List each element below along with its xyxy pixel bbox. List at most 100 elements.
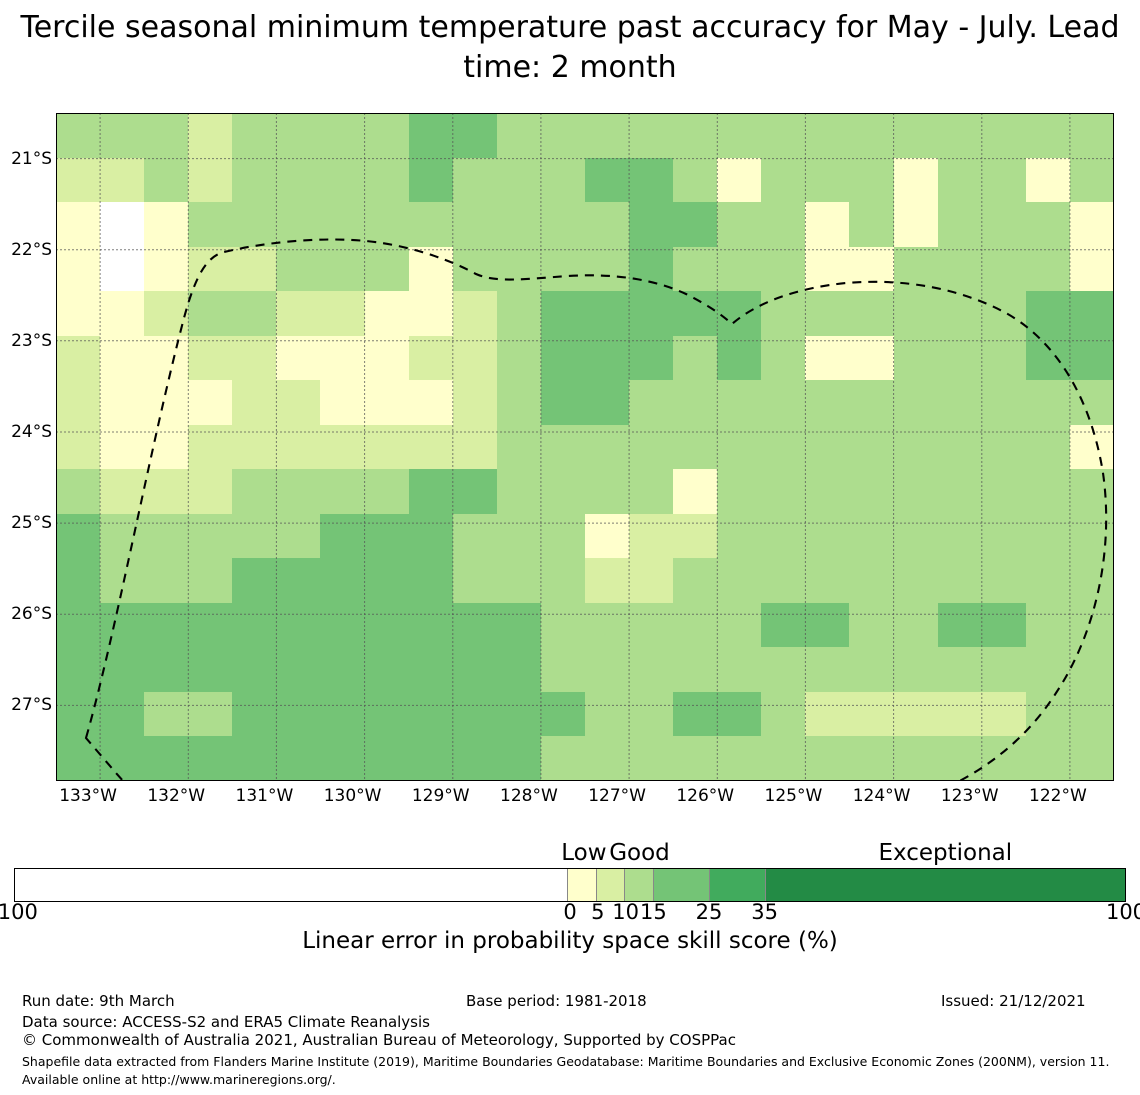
heatmap-cell xyxy=(56,558,101,603)
colorbar-tick-label: -100 xyxy=(0,900,38,924)
heatmap-cell xyxy=(144,113,189,158)
heatmap-cell xyxy=(540,380,585,425)
heatmap-cell xyxy=(761,424,806,470)
heatmap-cell xyxy=(761,291,806,336)
colorbar-tick-label: 15 xyxy=(640,900,667,924)
heatmap-cell xyxy=(100,513,145,559)
heatmap-cell xyxy=(937,691,982,737)
heatmap-cell xyxy=(1025,246,1070,292)
heatmap-cell xyxy=(232,202,277,247)
heatmap-cell xyxy=(981,513,1026,559)
heatmap-cell xyxy=(188,246,233,292)
heatmap-cell xyxy=(188,380,233,425)
heatmap-cell xyxy=(937,291,982,336)
colorbar-segment[interactable] xyxy=(652,869,709,901)
heatmap-cell xyxy=(540,157,585,203)
heatmap-cell xyxy=(717,335,762,381)
heatmap-cell xyxy=(1069,647,1114,692)
heatmap-cell xyxy=(364,469,409,514)
heatmap-cell xyxy=(232,558,277,603)
heatmap-cell xyxy=(717,558,762,603)
heatmap-cell xyxy=(937,602,982,648)
heatmap-cell xyxy=(100,202,145,247)
heatmap-cell xyxy=(981,424,1026,470)
heatmap-cell xyxy=(761,380,806,425)
heatmap-cell xyxy=(100,558,145,603)
heatmap-cell xyxy=(1025,736,1070,781)
heatmap-cell xyxy=(56,335,101,381)
heatmap-cell xyxy=(408,647,453,692)
heatmap-cell xyxy=(540,246,585,292)
colorbar-segment[interactable] xyxy=(765,869,1125,901)
x-tick-label: 123°W xyxy=(940,786,999,806)
heatmap-cell xyxy=(232,424,277,470)
heatmap-cell xyxy=(937,647,982,692)
heatmap-cell xyxy=(496,558,541,603)
heatmap-cell xyxy=(981,380,1026,425)
colorbar-segment[interactable] xyxy=(567,869,596,901)
y-tick-label: 26°S xyxy=(11,604,52,625)
heatmap-cell xyxy=(188,335,233,381)
heatmap-cell xyxy=(717,291,762,336)
heatmap-cell xyxy=(232,291,277,336)
heatmap-cell xyxy=(629,113,674,158)
heatmap-cell xyxy=(232,157,277,203)
heatmap-cell xyxy=(56,691,101,737)
heatmap-cell xyxy=(364,691,409,737)
heatmap-cell xyxy=(100,246,145,292)
heatmap-cell xyxy=(1025,380,1070,425)
heatmap-cell xyxy=(1025,157,1070,203)
heatmap-cell xyxy=(717,647,762,692)
heatmap-cell xyxy=(144,691,189,737)
heatmap-cell xyxy=(364,513,409,559)
heatmap-cell xyxy=(1069,558,1114,603)
heatmap-cell xyxy=(320,380,365,425)
heatmap-cell xyxy=(408,469,453,514)
heatmap-cell xyxy=(100,380,145,425)
heatmap-cell xyxy=(320,202,365,247)
heatmap-cell xyxy=(1025,424,1070,470)
map-plot-area[interactable] xyxy=(56,113,1114,781)
heatmap-cell xyxy=(805,335,850,381)
heatmap-cell xyxy=(452,647,497,692)
colorbar-segment[interactable] xyxy=(708,869,766,901)
heatmap-cell xyxy=(56,113,101,158)
copyright-text: © Commonwealth of Australia 2021, Austra… xyxy=(22,1031,736,1049)
heatmap-cell xyxy=(893,736,938,781)
skill-score-heatmap[interactable] xyxy=(56,113,1114,781)
heatmap-cell xyxy=(893,246,938,292)
heatmap-cell xyxy=(496,113,541,158)
colorbar-segment[interactable] xyxy=(595,869,625,901)
heatmap-cell xyxy=(408,113,453,158)
heatmap-cell xyxy=(761,157,806,203)
heatmap-cell xyxy=(981,691,1026,737)
colorbar-segment[interactable] xyxy=(15,869,567,901)
heatmap-cell xyxy=(1069,602,1114,648)
heatmap-cell xyxy=(276,647,321,692)
heatmap-cell xyxy=(937,558,982,603)
heatmap-cell xyxy=(937,513,982,559)
colorbar-segment[interactable] xyxy=(624,869,653,901)
heatmap-cell xyxy=(673,335,718,381)
heatmap-cell xyxy=(232,335,277,381)
heatmap-cell xyxy=(629,513,674,559)
heatmap-cell xyxy=(56,736,101,781)
heatmap-cell xyxy=(849,157,894,203)
colorbar-category-label: Good xyxy=(609,840,670,866)
heatmap-cell xyxy=(100,424,145,470)
heatmap-cell xyxy=(496,469,541,514)
heatmap-cell xyxy=(100,691,145,737)
heatmap-cell xyxy=(100,291,145,336)
heatmap-cell xyxy=(408,424,453,470)
heatmap-cell xyxy=(452,202,497,247)
issued-date-text: Issued: 21/12/2021 xyxy=(941,992,1086,1010)
heatmap-cell xyxy=(761,558,806,603)
heatmap-cell xyxy=(849,647,894,692)
heatmap-cell xyxy=(584,113,630,158)
heatmap-cell xyxy=(761,602,806,648)
heatmap-cell xyxy=(893,380,938,425)
heatmap-cell xyxy=(56,380,101,425)
heatmap-cell xyxy=(540,335,585,381)
colorbar[interactable] xyxy=(14,868,1126,902)
heatmap-cell xyxy=(1069,736,1114,781)
